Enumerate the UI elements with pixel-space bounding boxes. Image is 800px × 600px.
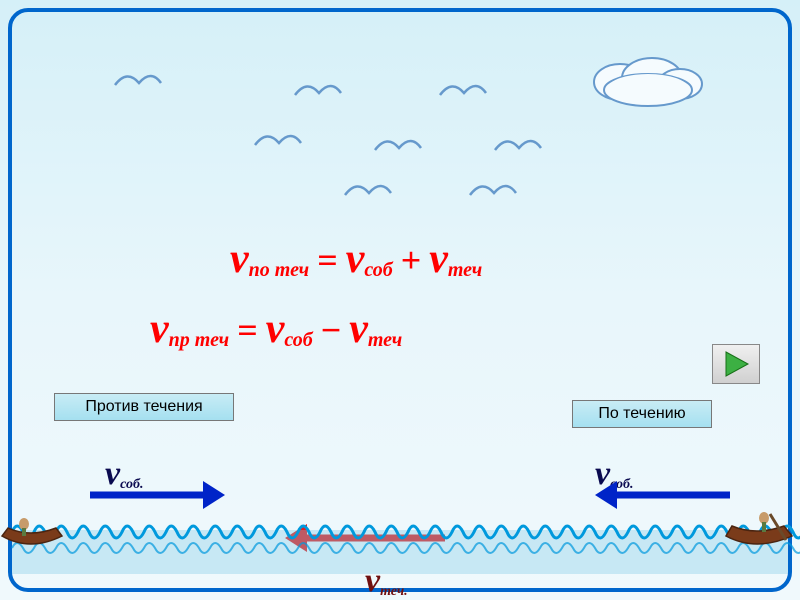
formula-upstream: vпр теч = vсоб − vтеч	[150, 305, 402, 353]
play-button[interactable]	[712, 344, 760, 384]
boat-left-icon	[0, 508, 70, 558]
v-sob-right-label: vсоб.	[595, 455, 633, 493]
formula-downstream: vпо теч = vсоб + vтеч	[230, 235, 482, 283]
v-tech-label: vтеч.	[365, 562, 408, 600]
v-sob-left-label: vсоб.	[105, 455, 143, 493]
against-current-label: Против течения	[85, 398, 202, 415]
with-current-label: По течению	[598, 405, 685, 422]
frame-border	[8, 8, 792, 592]
against-current-button[interactable]: Против течения	[54, 393, 234, 421]
boat-right-icon	[720, 500, 795, 560]
play-icon	[722, 350, 750, 378]
with-current-button[interactable]: По течению	[572, 400, 712, 428]
